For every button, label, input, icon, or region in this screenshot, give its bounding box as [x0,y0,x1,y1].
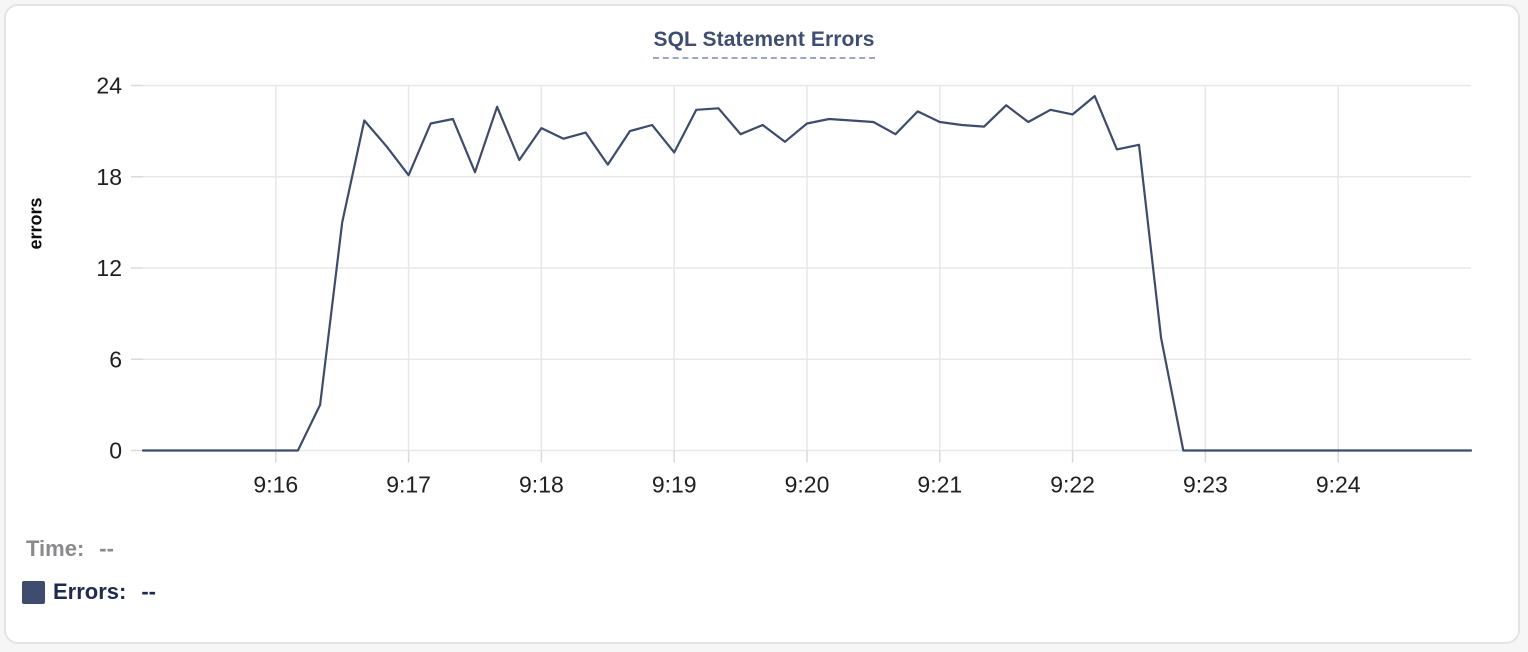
plot-hover-area[interactable] [143,85,1471,451]
y-axis-label: errors [26,197,47,249]
chart-title-link[interactable]: SQL Statement Errors [653,28,875,59]
x-tick-label: 9:23 [1183,472,1228,498]
x-tick-label: 9:16 [253,472,298,498]
y-tick-label: 0 [109,438,122,464]
x-tick-label: 9:18 [519,472,564,498]
x-tick-label: 9:17 [386,472,431,498]
x-tick-label: 9:20 [785,472,830,498]
y-tick-label: 6 [109,346,122,372]
time-value: -- [99,536,114,561]
errors-label: Errors: [53,579,127,604]
x-tick-label: 9:21 [917,472,962,498]
chart-legend: Time: -- Errors: -- [22,536,156,605]
x-tick-label: 9:24 [1316,472,1361,498]
y-tick-label: 18 [96,164,122,190]
y-tick-label: 24 [96,73,122,99]
x-tick-label: 9:19 [652,472,697,498]
errors-series-swatch [22,580,45,604]
time-label: Time: [26,536,85,561]
y-tick-label: 12 [96,255,122,281]
legend-row-time: Time: -- [26,536,156,562]
errors-series-line [141,94,1473,452]
chart-header: SQL Statement Errors [0,28,1528,59]
legend-row-errors: Errors: -- [22,579,156,605]
chart-card [4,4,1520,644]
errors-value: -- [141,579,157,604]
x-tick-label: 9:22 [1050,472,1095,498]
